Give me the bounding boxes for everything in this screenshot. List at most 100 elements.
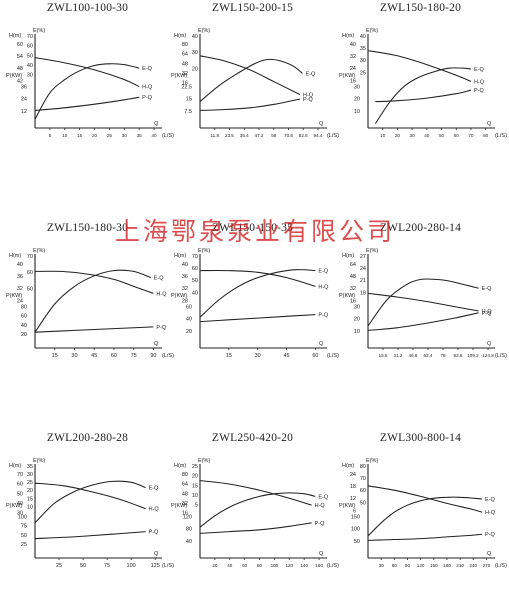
x-tick-label: 10 (62, 133, 68, 138)
x-tick-label: 10 (380, 133, 386, 138)
right-axis-tick-label: 40 (360, 34, 366, 40)
left-axis-tick-label: 64 (182, 52, 188, 58)
right-axis-tick-label: 50 (192, 278, 198, 284)
x-tick-label: 140 (300, 563, 308, 568)
series-line-h-q (34, 482, 146, 510)
left-axis-tick-label: 48 (17, 66, 23, 72)
right-axis-label: E(%) (366, 458, 378, 464)
chart-title: ZWL200-280-14 (379, 222, 462, 234)
x-tick-label: 40 (424, 133, 430, 138)
chart-title: ZWL150-150-35 (211, 222, 294, 234)
power-axis-tick-label: 75 (21, 524, 27, 530)
series-line-p-q (367, 533, 483, 541)
right-axis-tick-label: 40 (27, 63, 33, 69)
series-label: E-Q (306, 71, 317, 77)
x-tick-label: 30 (255, 353, 261, 359)
q-axis-label: Q (319, 341, 324, 347)
left-axis-label: H(m) (9, 253, 21, 259)
x-tick-label: 15.6 (379, 353, 388, 358)
q-axis-label: Q (319, 121, 324, 127)
series-label: H-Q (142, 85, 153, 91)
power-axis-tick-label: 50 (21, 533, 27, 539)
left-axis-tick-label: 48 (182, 61, 188, 67)
left-axis-tick-label: 64 (182, 482, 188, 488)
series-line-h-q (199, 55, 301, 96)
power-axis-tick-label: 80 (21, 304, 27, 310)
left-axis-tick-label: 16 (350, 78, 356, 84)
chart-panel-6: ZWL200-280-28 E(%) H(m) 35 30 25 20 15 10 70 60 50… (5, 432, 174, 607)
chart-svg: E(%) H(m) 27 24 21 18 64 48 32 16P(KW) 30 20 10 15.6 3… (339, 248, 507, 359)
right-axis-label: E(%) (366, 248, 378, 254)
q-axis-label: Q (154, 341, 159, 347)
left-axis-tick-label: 32 (17, 286, 23, 292)
x-tick-label: 45 (91, 353, 97, 359)
right-axis-tick-label: 60 (27, 270, 33, 276)
left-axis-tick-label: 42 (17, 78, 23, 84)
series-label: E-Q (149, 486, 160, 492)
x-tick-label: 40 (151, 133, 157, 138)
chart-title: ZWL250-420-20 (211, 432, 294, 444)
right-axis-label: E(%) (198, 248, 210, 254)
power-axis-label: P(KW) (6, 503, 22, 509)
x-tick-label: 80 (257, 563, 263, 568)
left-axis-tick-label: 60 (17, 482, 23, 488)
x-tick-label: 25 (56, 563, 62, 569)
x-tick-label: 70 (468, 133, 474, 138)
left-axis-tick-label: 40 (182, 262, 188, 268)
right-axis-tick-label: 20 (192, 474, 198, 480)
series-label: E-Q (482, 286, 493, 292)
power-axis-tick-label: 36 (21, 84, 27, 90)
x-tick-label: 150 (430, 563, 438, 568)
left-axis-tick-label: 16 (350, 298, 356, 304)
x-tick-label: 90 (405, 563, 411, 568)
left-axis-tick-label: 12 (350, 496, 356, 502)
chart-svg: E(%) H(m) 40 30 20 80 64 48 32 16 P(KW) 22.5 15 7.5 11… (171, 28, 339, 139)
q-axis-label: Q (487, 341, 492, 347)
power-axis-tick-label: 10 (354, 109, 360, 115)
left-axis-tick-label: 36 (182, 274, 188, 280)
left-axis-tick-label: 32 (182, 501, 188, 507)
right-axis-tick-label: 15 (27, 496, 33, 502)
x-tick-label: 47.2 (255, 133, 264, 138)
series-label: P-Q (303, 97, 314, 103)
power-axis-tick-label: 150 (351, 514, 360, 520)
left-axis-tick-label: 40 (17, 501, 23, 507)
x-tick-label: 100 (271, 563, 279, 568)
x-tick-label: 35 (137, 133, 143, 138)
x-tick-label: 82.6 (299, 133, 308, 138)
q-axis-label: Q (487, 121, 492, 127)
right-axis-label: E(%) (33, 248, 45, 254)
x-tick-label: 30 (71, 353, 77, 359)
right-axis-tick-label: 60 (27, 44, 33, 50)
series-label: H-Q (318, 284, 329, 290)
right-axis-tick-label: 10 (27, 504, 33, 510)
right-axis-label: E(%) (198, 458, 210, 464)
q-axis-label: Q (487, 551, 492, 557)
right-axis-tick-label: 21 (360, 278, 366, 284)
series-label: H-Q (149, 507, 160, 513)
left-axis-tick-label: 50 (17, 491, 23, 497)
right-axis-tick-label: 25 (27, 480, 33, 486)
power-axis-tick-label: 80 (186, 527, 192, 533)
series-line-h-q (199, 269, 316, 287)
x-tick-label: 109.2 (467, 353, 479, 358)
left-axis-label: H(m) (9, 463, 21, 469)
x-tick-label: 75 (104, 563, 110, 569)
left-axis-tick-label: 60 (17, 42, 23, 48)
x-tick-label: 50 (80, 563, 86, 569)
power-axis-label: P(KW) (339, 293, 355, 299)
right-axis-tick-label: 20 (192, 66, 198, 72)
chart-svg: E(%) H(m) 70 60 50 40 40 36 32 28P(KW) 60 40 20 15 30 4… (171, 248, 339, 359)
left-axis-tick-label: 32 (182, 71, 188, 77)
right-axis-tick-label: 18 (360, 290, 366, 296)
right-axis-tick-label: 30 (27, 472, 33, 478)
left-axis-label: H(m) (174, 253, 186, 259)
right-axis-tick-label: 30 (27, 73, 33, 79)
left-axis-tick-label: 32 (350, 54, 356, 60)
flow-unit-label: (L/S) (162, 563, 174, 569)
chart-svg: E(%) H(m) 25 20 15 10 5 80 64 48 32 16 P(KW) 120 80 40 2… (171, 458, 339, 569)
left-axis-tick-label: 18 (350, 484, 356, 490)
x-tick-label: 90 (150, 353, 156, 359)
x-tick-label: 62.4 (424, 353, 433, 358)
right-axis-tick-label: 5 (195, 503, 198, 509)
